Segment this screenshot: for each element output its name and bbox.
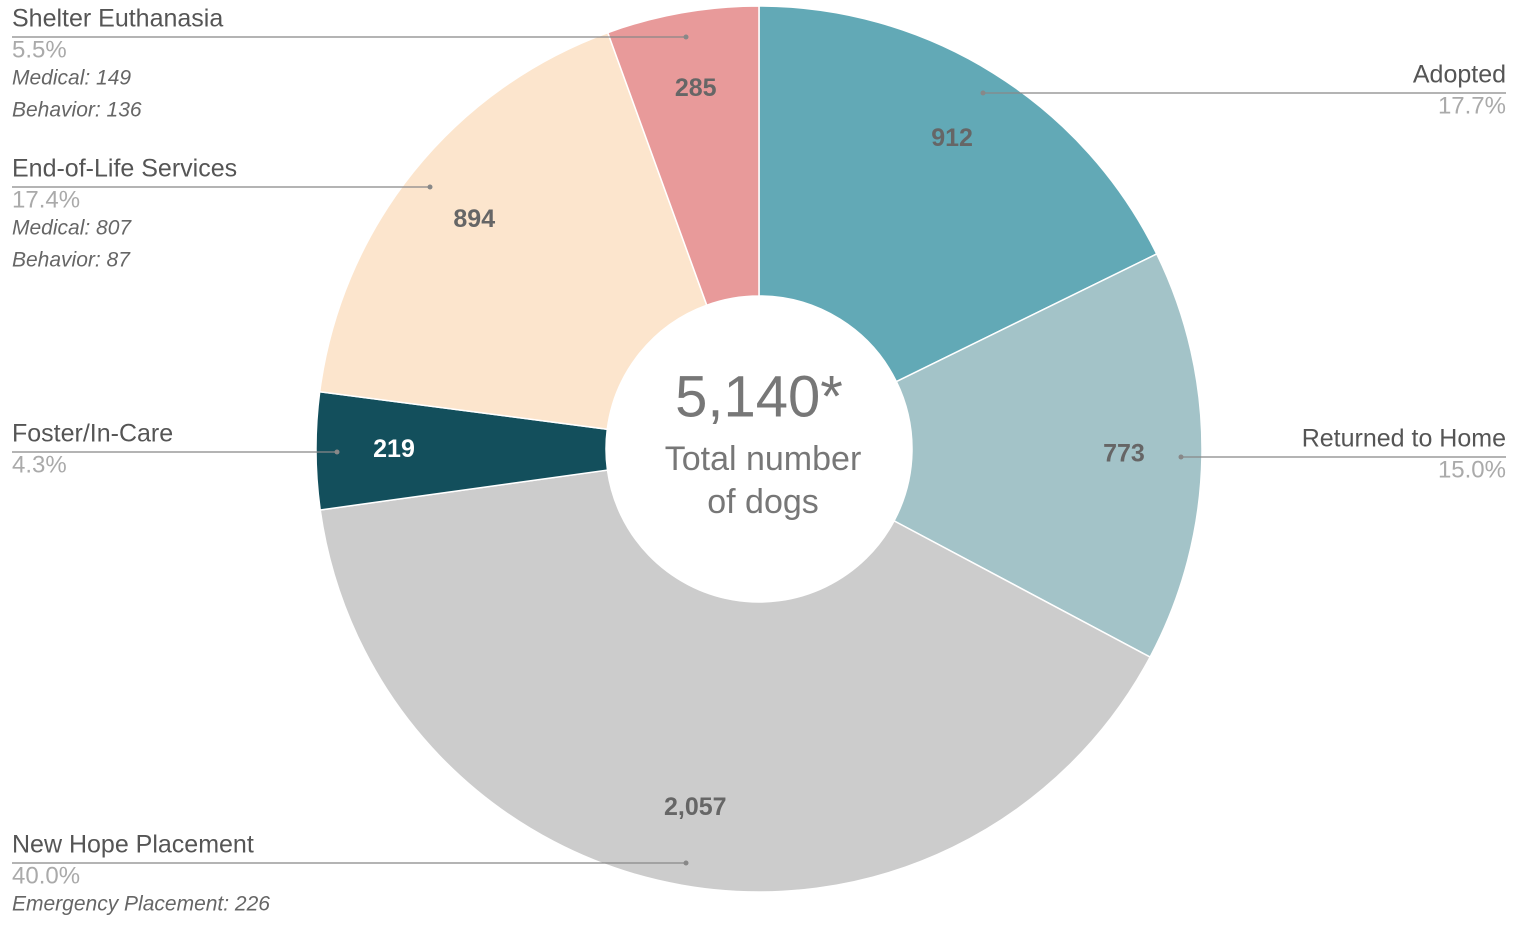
category-label: Returned to Home xyxy=(1302,425,1506,453)
percent-label: 17.4% xyxy=(12,186,80,213)
center-label: Total number xyxy=(665,440,862,478)
center-label: of dogs xyxy=(707,483,819,521)
category-label: Adopted xyxy=(1413,61,1506,89)
leader-dot xyxy=(683,860,689,866)
detail-label: Medical: 807 xyxy=(12,217,132,240)
category-label: Shelter Euthanasia xyxy=(12,5,223,33)
value-label: 285 xyxy=(675,74,717,102)
slice xyxy=(758,5,1158,383)
detail-label: Emergency Placement: 226 xyxy=(12,893,270,916)
percent-label: 40.0% xyxy=(12,862,80,889)
percent-label: 5.5% xyxy=(12,36,67,63)
leader-dot xyxy=(334,449,340,455)
center-value: 5,140* xyxy=(675,364,843,429)
slice xyxy=(893,252,1203,659)
leader-dot xyxy=(980,90,986,96)
slice xyxy=(318,31,708,431)
leader-dot xyxy=(683,34,689,40)
percent-label: 4.3% xyxy=(12,451,67,478)
leader-dot xyxy=(427,184,433,190)
slice xyxy=(606,5,760,307)
value-label: 219 xyxy=(373,435,415,463)
value-label: 894 xyxy=(453,205,495,233)
value-label: 773 xyxy=(1103,440,1145,468)
detail-label: Medical: 149 xyxy=(12,67,131,90)
value-label: 912 xyxy=(931,124,973,152)
percent-label: 17.7% xyxy=(1438,92,1506,119)
category-label: Foster/In-Care xyxy=(12,420,173,448)
value-label: 2,057 xyxy=(664,793,727,821)
category-label: End-of-Life Services xyxy=(12,155,237,183)
percent-label: 15.0% xyxy=(1438,456,1506,483)
detail-label: Behavior: 136 xyxy=(12,99,142,122)
category-label: New Hope Placement xyxy=(12,831,254,859)
slice xyxy=(319,469,1152,893)
detail-label: Behavior: 87 xyxy=(12,249,131,272)
leader-dot xyxy=(1178,454,1184,460)
